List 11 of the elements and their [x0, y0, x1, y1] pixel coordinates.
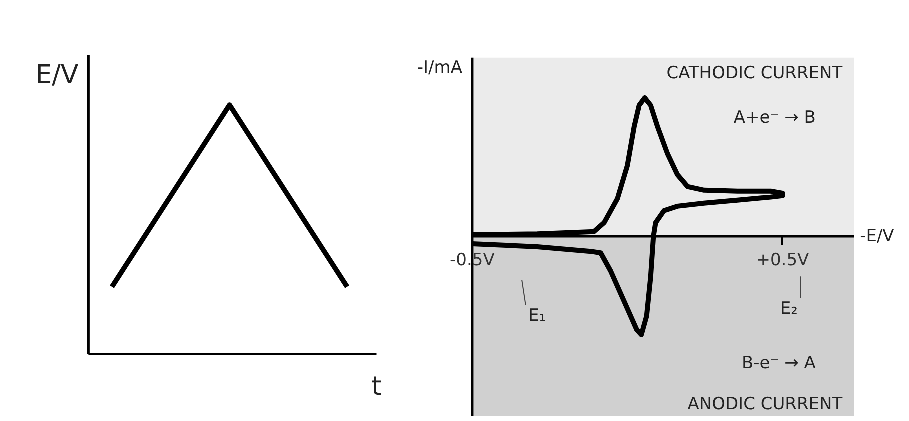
text: ANODIC CURRENT	[688, 394, 844, 415]
text: CATHODIC CURRENT	[666, 63, 844, 84]
x-axis-title: t	[372, 372, 382, 402]
text: B-e⁻ → A	[742, 353, 816, 374]
y-axis-title: -I/mA	[417, 58, 463, 78]
x-axis-title: -E/V	[860, 226, 895, 246]
y-axis-title: E/V	[36, 60, 79, 90]
x-tick-label: +0.5V	[756, 250, 810, 270]
annotation: A+e⁻ → B	[734, 108, 816, 128]
annotation: E₂	[780, 298, 798, 319]
annotation: E₁	[528, 306, 546, 326]
